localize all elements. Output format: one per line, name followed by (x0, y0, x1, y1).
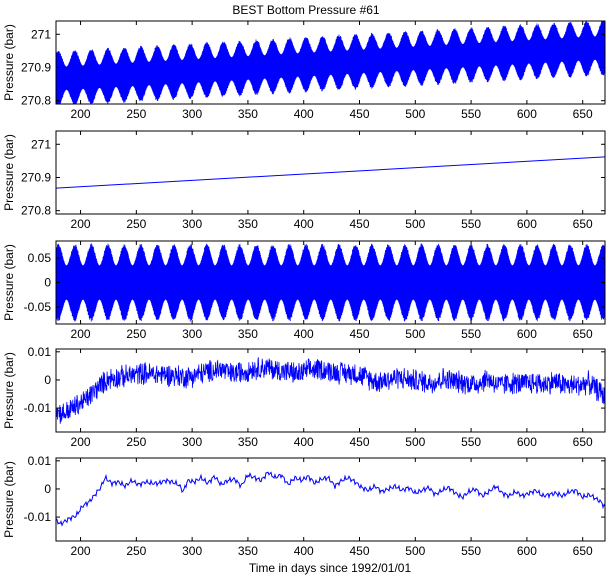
x-tick-label: 400 (294, 327, 314, 341)
x-tick-label: 650 (573, 544, 593, 558)
x-tick-label: 600 (517, 544, 537, 558)
y-tick-label: -0.01 (24, 510, 52, 524)
x-tick-label: 650 (573, 217, 593, 231)
series-group (56, 156, 605, 189)
x-tick-label: 600 (517, 435, 537, 449)
y-axis-label: Pressure (bar) (2, 134, 16, 211)
x-tick-label: 250 (126, 435, 146, 449)
x-tick-label: 400 (294, 435, 314, 449)
y-tick-label: 0 (44, 276, 51, 290)
x-tick-label: 450 (349, 217, 369, 231)
series-line (56, 21, 605, 104)
x-tick-label: 550 (461, 544, 481, 558)
x-tick-label: 450 (349, 544, 369, 558)
y-tick-label: 270.8 (21, 204, 51, 218)
x-tick-label: 250 (126, 544, 146, 558)
x-tick-label: 350 (238, 217, 258, 231)
series-line (56, 156, 605, 189)
y-tick-label: 270.9 (21, 60, 51, 74)
x-tick-label: 400 (294, 107, 314, 121)
x-axis-label: Time in days since 1992/01/01 (249, 561, 412, 575)
x-tick-label: 300 (182, 327, 202, 341)
y-axis-label: Pressure (bar) (2, 352, 16, 429)
x-tick-label: 550 (461, 107, 481, 121)
y-axis-label: Pressure (bar) (2, 24, 16, 101)
chart-title: BEST Bottom Pressure #61 (232, 3, 380, 17)
subplot-4: 200 250 300 350 400 450 500 550 600 650 -0.01 0 0.01… (2, 345, 606, 449)
x-tick-label: 200 (71, 327, 91, 341)
x-tick-label: 300 (182, 544, 202, 558)
x-tick-label: 200 (71, 107, 91, 121)
subplot-1: 200 250 300 350 400 450 500 550 600 650 270.8 270.9… (2, 20, 606, 121)
y-tick-label: -0.01 (24, 401, 52, 415)
series-line (56, 357, 605, 424)
x-tick-label: 300 (182, 107, 202, 121)
subplot-2: 200 250 300 350 400 450 500 550 600 650 270.8 270.9… (2, 130, 606, 231)
series-group (56, 243, 605, 322)
x-tick-label: 350 (238, 327, 258, 341)
y-axis-label: Pressure (bar) (2, 461, 16, 538)
series-line (56, 471, 605, 527)
x-tick-label: 350 (238, 107, 258, 121)
y-tick-label: 0.01 (28, 345, 52, 359)
x-tick-label: 400 (294, 217, 314, 231)
x-tick-label: 500 (405, 435, 425, 449)
subplot-stack: 200 250 300 350 400 450 500 550 600 650 270.8 270.9… (2, 20, 606, 558)
x-tick-label: 200 (71, 544, 91, 558)
series-group (56, 21, 605, 104)
x-tick-label: 200 (71, 217, 91, 231)
x-tick-label: 200 (71, 435, 91, 449)
x-tick-label: 500 (405, 107, 425, 121)
x-tick-label: 650 (573, 107, 593, 121)
x-tick-label: 450 (349, 435, 369, 449)
axes-box (55, 20, 606, 105)
axes-box (55, 348, 606, 433)
series-group (56, 357, 605, 424)
subplot-3: 200 250 300 350 400 450 500 550 600 650 -0.05 0 0.05… (2, 240, 606, 341)
x-tick-label: 500 (405, 217, 425, 231)
x-tick-label: 450 (349, 107, 369, 121)
y-tick-label: 0 (44, 373, 51, 387)
x-tick-label: 500 (405, 544, 425, 558)
y-tick-label: 271 (31, 137, 51, 151)
x-tick-label: 600 (517, 107, 537, 121)
series-line (56, 243, 605, 322)
x-tick-label: 450 (349, 327, 369, 341)
x-tick-label: 250 (126, 107, 146, 121)
y-tick-label: 270.8 (21, 94, 51, 108)
x-tick-label: 550 (461, 327, 481, 341)
x-tick-label: 550 (461, 217, 481, 231)
x-tick-label: 650 (573, 435, 593, 449)
y-axis-label: Pressure (bar) (2, 244, 16, 321)
x-tick-label: 250 (126, 217, 146, 231)
y-tick-label: 0 (44, 482, 51, 496)
x-tick-label: 600 (517, 327, 537, 341)
series-group (56, 471, 605, 527)
x-tick-label: 650 (573, 327, 593, 341)
x-tick-label: 300 (182, 217, 202, 231)
y-tick-label: 0.01 (28, 454, 52, 468)
axes-box (55, 457, 606, 542)
x-tick-label: 300 (182, 435, 202, 449)
axes-box (55, 130, 606, 215)
x-tick-label: 400 (294, 544, 314, 558)
x-tick-label: 500 (405, 327, 425, 341)
y-tick-label: 0.05 (28, 251, 52, 265)
x-tick-label: 550 (461, 435, 481, 449)
y-tick-label: 271 (31, 27, 51, 41)
x-tick-label: 350 (238, 544, 258, 558)
y-tick-label: 270.9 (21, 170, 51, 184)
x-tick-label: 250 (126, 327, 146, 341)
x-tick-label: 350 (238, 435, 258, 449)
y-tick-label: -0.05 (24, 300, 52, 314)
x-tick-label: 600 (517, 217, 537, 231)
subplot-5: 200 250 300 350 400 450 500 550 600 650 -0.01 0 0.01… (2, 454, 606, 558)
